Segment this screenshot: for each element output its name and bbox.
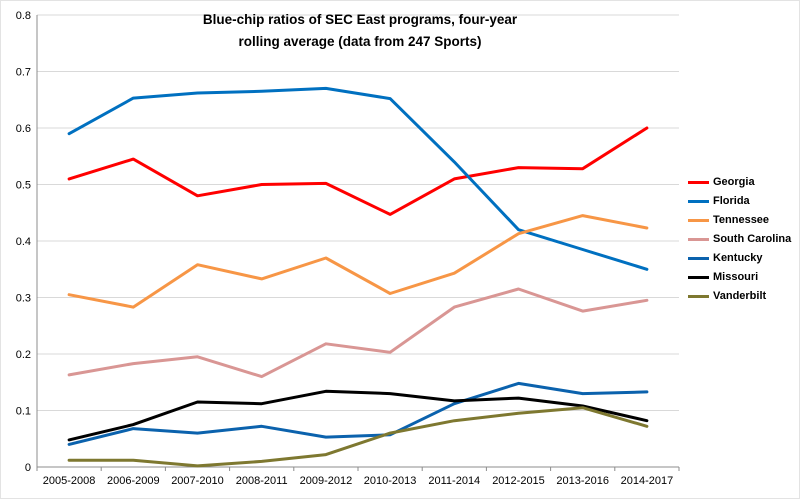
legend-item-georgia: Georgia <box>688 176 791 188</box>
legend-swatch-vanderbilt <box>688 294 709 298</box>
y-axis-tick-label: 0.1 <box>16 406 31 418</box>
x-axis-tick-label: 2011-2014 <box>428 475 480 487</box>
series-line-missouri <box>67 389 649 442</box>
x-axis-tick-label: 2012-2015 <box>492 475 545 487</box>
legend-swatch-tennessee <box>688 218 709 222</box>
legend-item-kentucky: Kentucky <box>688 252 791 264</box>
legend-item-florida: Florida <box>688 195 791 207</box>
series-line-georgia <box>67 126 649 216</box>
y-axis-tick-label: 0.4 <box>16 236 31 248</box>
y-axis-tick-label: 0.6 <box>16 123 31 135</box>
x-axis-tick-label: 2006-2009 <box>107 475 160 487</box>
series-line-tennessee <box>67 214 649 309</box>
x-axis-tick-label: 2005-2008 <box>43 475 96 487</box>
legend-swatch-georgia <box>688 180 709 184</box>
x-axis-tick-label: 2014-2017 <box>621 475 674 487</box>
legend-label-georgia: Georgia <box>713 176 755 188</box>
legend-swatch-missouri <box>688 275 709 279</box>
series-line-florida <box>67 86 649 271</box>
legend-swatch-kentucky <box>688 256 709 260</box>
x-axis-tick-label: 2007-2010 <box>171 475 224 487</box>
y-axis-tick-label: 0 <box>25 462 31 474</box>
x-axis-tick-label: 2009-2012 <box>300 475 353 487</box>
legend-label-south-carolina: South Carolina <box>713 233 792 245</box>
x-axis-tick-label: 2010-2013 <box>364 475 417 487</box>
legend-label-kentucky: Kentucky <box>713 252 763 264</box>
x-axis-tick-label: 2013-2016 <box>556 475 609 487</box>
legend-item-missouri: Missouri <box>688 271 791 283</box>
legend-label-florida: Florida <box>713 195 750 207</box>
legend-item-south-carolina: South Carolina <box>688 233 791 245</box>
series-line-kentucky <box>67 381 649 446</box>
y-axis-tick-label: 0.7 <box>16 67 31 79</box>
series-line-south-carolina <box>67 287 649 379</box>
legend-swatch-south-carolina <box>688 237 709 241</box>
chart-title-line2: rolling average (data from 247 Sports) <box>238 34 482 49</box>
y-axis-tick-label: 0.3 <box>16 293 31 305</box>
chart-legend: Georgia Florida Tennessee South Carolina Ken… <box>688 176 791 302</box>
legend-label-tennessee: Tennessee <box>713 214 770 226</box>
series-line-vanderbilt <box>67 406 649 468</box>
chart-title-line1: Blue-chip ratios of SEC East programs, f… <box>202 12 518 27</box>
legend-swatch-florida <box>688 199 709 203</box>
legend-label-vanderbilt: Vanderbilt <box>713 290 767 302</box>
legend-label-missouri: Missouri <box>713 271 759 283</box>
y-axis-tick-label: 0.8 <box>16 10 31 22</box>
legend-item-vanderbilt: Vanderbilt <box>688 290 791 302</box>
chart-title: Blue-chip ratios of SEC East programs, f… <box>179 9 541 53</box>
y-axis-tick-label: 0.2 <box>16 349 31 361</box>
y-axis-tick-label: 0.5 <box>16 180 31 192</box>
x-axis-tick-label: 2008-2011 <box>236 475 288 487</box>
legend-item-tennessee: Tennessee <box>688 214 791 226</box>
